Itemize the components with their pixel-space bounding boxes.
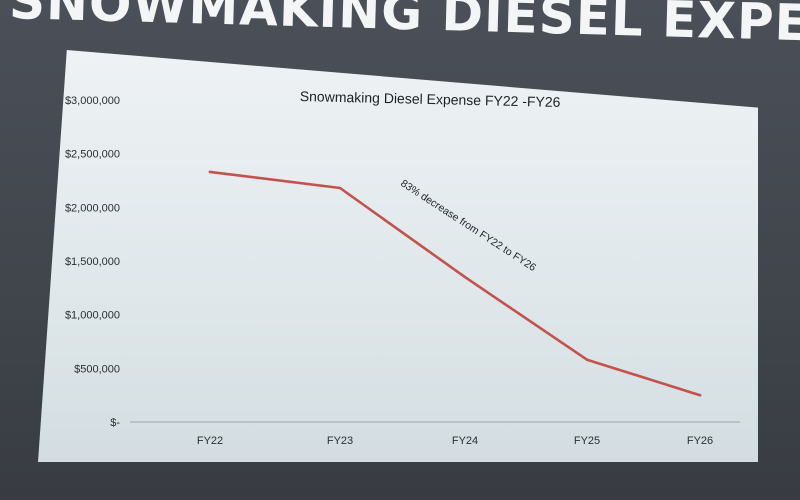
y-tick-label: $3,000,000 bbox=[65, 95, 120, 107]
data-point bbox=[585, 358, 589, 362]
y-tick-label: $- bbox=[110, 417, 120, 429]
y-tick-label: $1,500,000 bbox=[65, 256, 120, 268]
y-axis-ticks: $- $500,000 $1,000,000 $1,500,000 $2,000,000… bbox=[65, 95, 120, 429]
chart-title: Snowmaking Diesel Expense FY22 -FY26 bbox=[300, 88, 561, 110]
x-tick-label: FY24 bbox=[452, 435, 478, 447]
x-tick-label: FY25 bbox=[574, 435, 600, 447]
data-point bbox=[208, 170, 212, 174]
data-point bbox=[698, 393, 702, 397]
data-point bbox=[463, 275, 467, 279]
y-tick-label: $500,000 bbox=[74, 363, 120, 375]
series-points bbox=[208, 170, 702, 397]
data-point bbox=[338, 186, 342, 190]
y-tick-label: $1,000,000 bbox=[65, 310, 120, 322]
series-line bbox=[208, 170, 702, 397]
chart-annotation: 83% decrease from FY22 to FY26 bbox=[398, 177, 538, 274]
chart-panel bbox=[38, 50, 758, 462]
x-tick-label: FY23 bbox=[327, 435, 353, 447]
x-tick-label: FY22 bbox=[197, 435, 223, 447]
y-tick-label: $2,500,000 bbox=[65, 149, 120, 161]
x-tick-label: FY26 bbox=[687, 435, 713, 447]
y-tick-label: $2,000,000 bbox=[65, 202, 120, 214]
x-axis-ticks: FY22 FY23 FY24 FY25 FY26 bbox=[197, 435, 713, 447]
